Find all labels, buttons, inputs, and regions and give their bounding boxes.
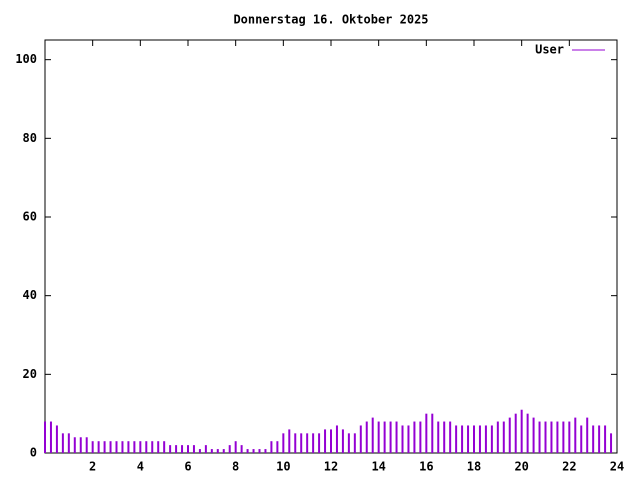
x-tick-label: 16 xyxy=(419,460,433,474)
y-tick-label: 20 xyxy=(23,367,37,381)
x-tick-label: 12 xyxy=(324,460,338,474)
y-tick-label: 80 xyxy=(23,131,37,145)
x-tick-label: 6 xyxy=(184,460,191,474)
x-tick-label: 14 xyxy=(371,460,385,474)
y-tick-label: 60 xyxy=(23,210,37,224)
x-tick-label: 24 xyxy=(610,460,624,474)
x-tick-label: 18 xyxy=(467,460,481,474)
chart-title: Donnerstag 16. Oktober 2025 xyxy=(233,13,428,27)
x-tick-label: 20 xyxy=(514,460,528,474)
x-tick-label: 22 xyxy=(562,460,576,474)
legend-label: User xyxy=(535,43,564,57)
x-tick-label: 4 xyxy=(137,460,144,474)
y-tick-label: 0 xyxy=(30,446,37,460)
x-tick-label: 2 xyxy=(89,460,96,474)
x-tick-label: 8 xyxy=(232,460,239,474)
x-tick-label: 10 xyxy=(276,460,290,474)
y-tick-label: 100 xyxy=(15,52,37,66)
y-tick-label: 40 xyxy=(23,288,37,302)
